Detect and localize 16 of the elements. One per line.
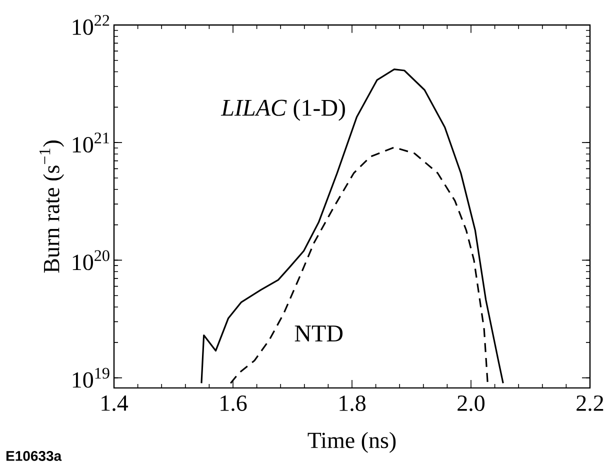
series-label: LILAC (1-D) bbox=[220, 99, 345, 121]
x-tick-label: 1.6 bbox=[220, 395, 247, 412]
line-series bbox=[200, 68, 504, 384]
x-tick-label: 1.4 bbox=[102, 395, 128, 412]
y-tick-label: 10$^{19}$ bbox=[72, 368, 110, 388]
x-tick-label: 1.8 bbox=[340, 395, 366, 412]
x-tick-label: 2.2 bbox=[576, 395, 604, 412]
series-label: NTD bbox=[294, 326, 343, 342]
x-axis-title: Time (ns) bbox=[308, 432, 396, 453]
y-axis-title: Burn rate (s$^{−1}$) bbox=[39, 140, 64, 273]
y-tick-label: 10$^{21}$ bbox=[72, 132, 110, 153]
x-tick-label: 2.0 bbox=[458, 395, 484, 412]
line-series bbox=[230, 146, 488, 384]
y-tick-label: 10$^{20}$ bbox=[72, 250, 110, 270]
text: E10633a bbox=[6, 451, 62, 461]
y-tick-label: 10$^{22}$ bbox=[72, 15, 110, 35]
